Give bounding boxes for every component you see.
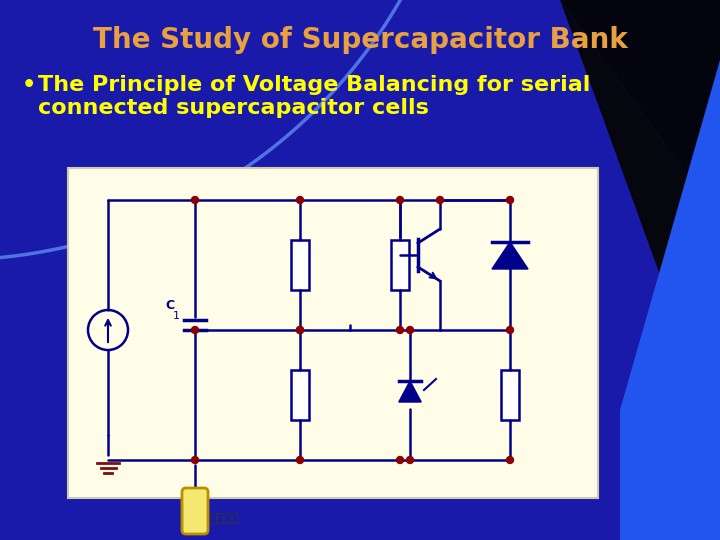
Polygon shape <box>492 242 528 269</box>
Text: connected supercapacitor cells: connected supercapacitor cells <box>38 98 429 118</box>
Circle shape <box>506 456 513 463</box>
Circle shape <box>192 327 199 334</box>
Circle shape <box>407 456 413 463</box>
Circle shape <box>297 327 304 334</box>
Bar <box>501 370 519 420</box>
Circle shape <box>192 456 199 463</box>
Text: •: • <box>22 75 36 95</box>
Circle shape <box>297 197 304 204</box>
Text: C: C <box>165 299 174 312</box>
Bar <box>291 370 309 420</box>
Circle shape <box>506 197 513 204</box>
Text: The Study of Supercapacitor Bank: The Study of Supercapacitor Bank <box>93 26 627 54</box>
Circle shape <box>436 197 444 204</box>
Bar <box>291 240 309 290</box>
Circle shape <box>506 327 513 334</box>
Circle shape <box>297 327 304 334</box>
Circle shape <box>397 456 403 463</box>
Bar <box>391 240 409 290</box>
Circle shape <box>397 327 403 334</box>
Polygon shape <box>620 60 720 540</box>
Circle shape <box>407 327 413 334</box>
Circle shape <box>297 456 304 463</box>
Circle shape <box>192 197 199 204</box>
Bar <box>68 168 598 498</box>
Polygon shape <box>560 0 720 440</box>
Polygon shape <box>399 381 421 402</box>
Polygon shape <box>430 0 720 220</box>
FancyBboxPatch shape <box>182 488 208 534</box>
Circle shape <box>397 197 403 204</box>
Text: The Principle of Voltage Balancing for serial: The Principle of Voltage Balancing for s… <box>38 75 590 95</box>
Text: 1: 1 <box>173 311 180 321</box>
Text: 按下一元: 按下一元 <box>209 511 239 524</box>
